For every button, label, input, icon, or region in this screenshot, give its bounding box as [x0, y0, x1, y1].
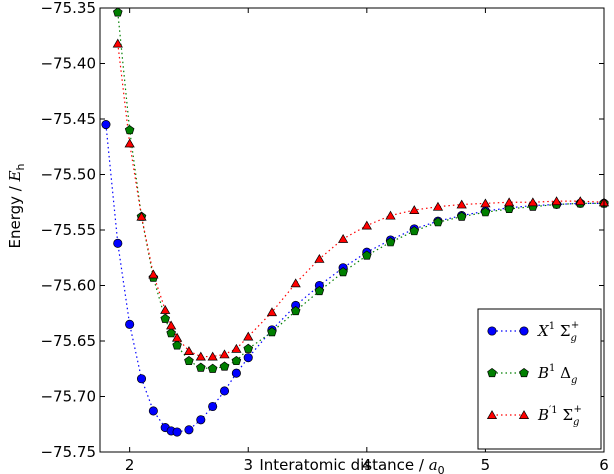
data-point [575, 196, 586, 206]
legend-label: X1 Σg+ [537, 320, 579, 344]
data-point [480, 198, 491, 208]
data-point [480, 207, 491, 217]
data-point [208, 401, 218, 412]
legend-label: B1 Δg [537, 363, 577, 386]
data-point [243, 331, 254, 341]
legend-marker [518, 410, 530, 419]
legend-marker [486, 410, 498, 419]
data-point [172, 340, 182, 350]
y-tick-label: −75.75 [40, 443, 96, 461]
y-axis-label-var: E [6, 170, 24, 182]
data-point [166, 328, 176, 338]
x-tick-label: 2 [125, 456, 135, 474]
data-point [290, 305, 301, 316]
data-point [196, 362, 206, 372]
data-point [124, 125, 135, 135]
data-point [385, 210, 396, 220]
data-point [314, 253, 325, 263]
x-tick-label: 6 [599, 456, 609, 474]
legend-marker [487, 367, 497, 378]
data-point [183, 346, 195, 355]
series-markers [101, 7, 610, 437]
data-point [219, 386, 230, 396]
data-point [148, 269, 159, 279]
data-point [231, 343, 242, 353]
y-tick-label: −75.60 [40, 277, 96, 295]
data-point [433, 217, 443, 227]
data-point [196, 415, 206, 425]
legend-box [477, 308, 602, 450]
data-point [166, 320, 177, 330]
data-point [456, 211, 467, 221]
y-tick-label: −75.40 [40, 55, 96, 73]
x-axis-label: Interatomic distance / a0 [259, 456, 444, 474]
data-point [338, 267, 348, 277]
data-point [195, 351, 206, 361]
data-point [267, 327, 277, 337]
data-point [207, 363, 218, 373]
y-axis-label: Energy / Eh [6, 163, 27, 248]
data-point [160, 305, 171, 314]
data-point [148, 406, 158, 416]
data-point [243, 353, 253, 363]
data-point [219, 349, 230, 359]
data-point [113, 238, 123, 248]
legend-label: B′1 Σg+ [537, 404, 582, 428]
y-axis-label-text: Energy / [6, 181, 24, 248]
data-point [231, 355, 242, 366]
data-point [171, 332, 183, 342]
legend: X1 Σg+ B1 Δg B′1 Σg+ [477, 308, 602, 450]
data-point [362, 250, 372, 260]
legend-marker [487, 326, 497, 336]
data-point [184, 425, 194, 435]
data-point [456, 199, 467, 209]
y-axis-label-sub: h [14, 163, 27, 170]
data-point [551, 196, 562, 206]
x-tick-label: 3 [243, 456, 253, 474]
data-point [266, 307, 278, 317]
data-point [314, 286, 325, 296]
data-point [136, 211, 147, 221]
data-point [172, 427, 182, 437]
data-point [184, 355, 194, 366]
tick-labels: 2 3 4 5 6 −75.35 −75.40 −75.45 −75.50 −75.55 −75.6… [40, 0, 608, 474]
data-point [432, 201, 444, 211]
data-point [112, 38, 123, 48]
y-tick-label: −75.50 [40, 166, 96, 184]
y-tick-label: −75.70 [40, 388, 96, 406]
x-tick-label: 4 [362, 456, 372, 474]
data-point [124, 138, 135, 148]
x-axis-label-var: a [429, 456, 438, 474]
data-point [219, 361, 230, 371]
data-point [231, 368, 241, 378]
data-point [160, 313, 171, 323]
x-tick-label: 5 [481, 456, 491, 474]
data-point [290, 278, 301, 288]
data-point [409, 205, 420, 214]
data-point [361, 220, 372, 230]
data-point [504, 197, 515, 207]
data-point [101, 120, 111, 130]
data-point [243, 343, 254, 353]
y-tick-label: −75.55 [40, 221, 96, 239]
data-point [136, 374, 147, 384]
data-point [527, 197, 538, 207]
legend-marker [519, 367, 529, 378]
data-point [504, 203, 514, 213]
data-point [125, 319, 135, 329]
data-point [112, 7, 123, 17]
data-point [337, 233, 349, 243]
y-tick-label: −75.45 [40, 110, 96, 128]
data-point [385, 237, 396, 247]
x-axis-label-sub: 0 [438, 464, 445, 474]
legend-marker [519, 326, 529, 336]
y-tick-label: −75.65 [40, 332, 96, 350]
data-point [409, 226, 420, 236]
x-axis-label-text: Interatomic distance / [259, 456, 428, 474]
data-point [207, 351, 218, 361]
y-tick-label: −75.35 [40, 0, 96, 17]
